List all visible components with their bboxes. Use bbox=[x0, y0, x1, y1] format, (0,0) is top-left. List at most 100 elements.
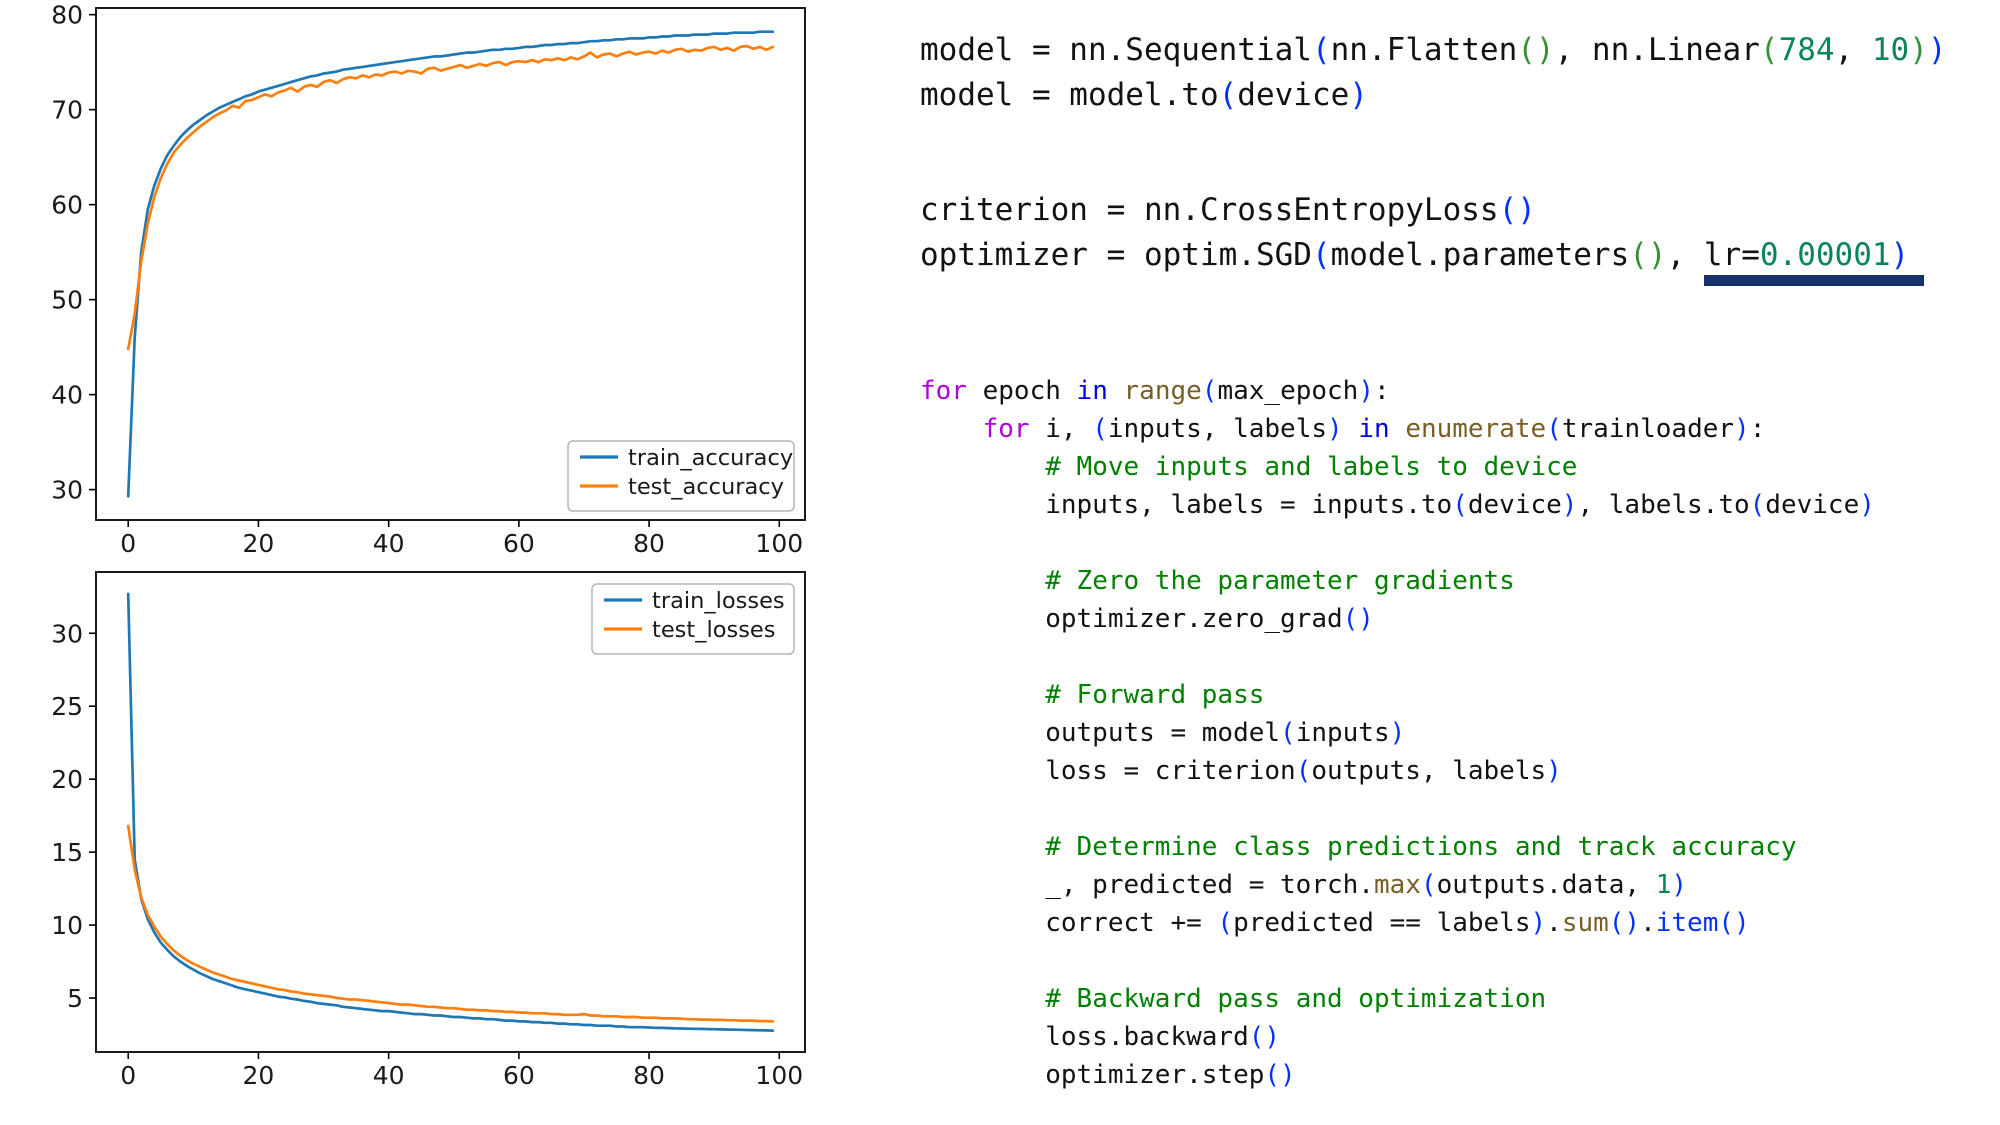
y-tick-label: 50 bbox=[51, 286, 83, 315]
code-token: ( bbox=[1546, 414, 1562, 444]
code-token: model = model.to bbox=[920, 77, 1219, 113]
legend-box bbox=[591, 583, 795, 655]
x-tick-label: 80 bbox=[633, 529, 665, 558]
code-token: ( bbox=[1420, 870, 1437, 900]
code-line: # Forward pass bbox=[920, 676, 1875, 714]
y-tick-label: 30 bbox=[51, 476, 83, 505]
code-token: loss = criterion bbox=[920, 756, 1296, 786]
code-token bbox=[1108, 376, 1124, 406]
code-token: 1 bbox=[1655, 870, 1672, 900]
x-tick-label: 40 bbox=[373, 1061, 405, 1090]
code-token: ( bbox=[1311, 32, 1331, 68]
code-token: ) bbox=[1561, 490, 1578, 520]
code-token: item bbox=[1655, 908, 1719, 938]
code-token: ) bbox=[1671, 870, 1688, 900]
code-token: inputs, labels = inputs.to bbox=[920, 490, 1453, 520]
code-token: in bbox=[1358, 414, 1390, 444]
code-line: # Move inputs and labels to device bbox=[920, 448, 1875, 486]
code-token: lr= bbox=[1703, 237, 1760, 278]
code-line: for i, (inputs, labels) in enumerate(tra… bbox=[920, 410, 1875, 448]
code-token: range bbox=[1123, 376, 1202, 406]
y-tick-label: 10 bbox=[51, 911, 83, 940]
legend-entry: train_losses bbox=[604, 588, 785, 614]
legend-label: test_losses bbox=[652, 617, 776, 643]
code-token: ( bbox=[1295, 756, 1312, 786]
code-token: i, bbox=[1029, 414, 1093, 444]
code-token: device bbox=[1467, 490, 1562, 520]
y-tick-label: 40 bbox=[51, 381, 83, 410]
code-token bbox=[1343, 414, 1359, 444]
code-token bbox=[920, 832, 1045, 862]
code-line: optimizer.zero_grad() bbox=[920, 600, 1875, 638]
code-token: ( bbox=[1749, 490, 1766, 520]
code-token: sum bbox=[1561, 908, 1609, 938]
code-token bbox=[920, 566, 1045, 596]
code-token: ( bbox=[1452, 490, 1468, 520]
code-token: ) bbox=[1890, 237, 1910, 278]
x-tick-label: 20 bbox=[243, 529, 275, 558]
code-token: () bbox=[1342, 604, 1374, 634]
code-token: # Forward pass bbox=[1045, 680, 1265, 710]
code-token: ) bbox=[1859, 490, 1875, 520]
code-token: device bbox=[1237, 77, 1350, 113]
code-token: nn.Flatten bbox=[1330, 32, 1518, 68]
code-token: ) bbox=[1327, 414, 1343, 444]
code-token: # Determine class predictions and track … bbox=[1045, 832, 1797, 862]
code-token: # Zero the parameter gradients bbox=[1045, 566, 1515, 596]
x-tick-label: 60 bbox=[503, 1061, 535, 1090]
code-token: () bbox=[1498, 192, 1536, 228]
code-token bbox=[1390, 414, 1406, 444]
code-token: for bbox=[920, 376, 967, 406]
plot-box bbox=[95, 571, 806, 1053]
code-line: correct += (predicted == labels).sum().i… bbox=[920, 904, 1875, 942]
code-token: outputs = model bbox=[920, 718, 1281, 748]
block-loop: for epoch in range(max_epoch): for i, (i… bbox=[920, 372, 1875, 1094]
code-token: inputs bbox=[1295, 718, 1390, 748]
accuracy-chart: 0 20 40 60 80 100 30 40 50 60 70 80 train_accuracyte… bbox=[51, 4, 806, 558]
code-token: , labels.to bbox=[1577, 490, 1750, 520]
code-token: ( bbox=[1218, 77, 1238, 113]
code-token: ) bbox=[1530, 908, 1547, 938]
block-model: model = nn.Sequential(nn.Flatten(), nn.L… bbox=[920, 28, 1947, 118]
code-token: ( bbox=[1311, 237, 1331, 273]
code-token: () bbox=[1608, 908, 1641, 938]
train-accuracy-line bbox=[126, 30, 775, 498]
code-token: ) bbox=[1358, 376, 1374, 406]
code-line: _, predicted = torch.max(outputs.data, 1… bbox=[920, 866, 1875, 904]
code-token bbox=[920, 680, 1045, 710]
code-token: . bbox=[1640, 908, 1656, 938]
code-token: max_epoch bbox=[1217, 376, 1359, 406]
code-token: () bbox=[1629, 237, 1667, 273]
test-accuracy-line bbox=[126, 44, 775, 351]
code-token: ) bbox=[1734, 414, 1750, 444]
charts-panel: 0 20 40 60 80 100 30 40 50 60 70 80 train_accuracy te… bbox=[0, 0, 860, 1125]
code-token: correct += bbox=[920, 908, 1218, 938]
code-line: loss.backward() bbox=[920, 1018, 1875, 1056]
code-token: optimizer = optim.SGD bbox=[920, 237, 1312, 273]
x-tick-label: 80 bbox=[633, 1061, 665, 1090]
x-tick-label: 60 bbox=[503, 529, 535, 558]
code-token bbox=[920, 452, 1045, 482]
lr-annotation-bar bbox=[1703, 275, 1925, 286]
block-optim: criterion = nn.CrossEntropyLoss() optimiz… bbox=[920, 188, 1925, 286]
y-tick-label: 5 bbox=[67, 984, 83, 1013]
plot-box bbox=[95, 7, 806, 521]
code-token: predicted == labels bbox=[1233, 908, 1531, 938]
losses-chart: 0 20 40 60 80 100 5 10 15 20 25 30 train_losses test_… bbox=[51, 571, 806, 1090]
code-token: . bbox=[1546, 908, 1562, 938]
code-line: model = model.to(device) bbox=[920, 73, 1947, 118]
code-token: ) bbox=[1909, 32, 1928, 68]
x-tick-label: 40 bbox=[373, 529, 405, 558]
code-line bbox=[920, 790, 1875, 828]
code-panel: model = nn.Sequential(nn.Flatten(), nn.L… bbox=[910, 0, 2000, 1125]
code-token: , bbox=[1666, 237, 1704, 273]
code-token: device bbox=[1765, 490, 1860, 520]
legend-label: test_accuracy bbox=[628, 474, 784, 500]
x-tick-label: 0 bbox=[120, 529, 136, 558]
code-token: loss.backward bbox=[920, 1022, 1249, 1052]
code-line bbox=[920, 638, 1875, 676]
code-token: for bbox=[982, 414, 1030, 444]
legend-label: train_losses bbox=[652, 588, 785, 614]
code-token: # Backward pass and optimization bbox=[1045, 984, 1547, 1014]
code-token: 784 bbox=[1778, 32, 1835, 68]
